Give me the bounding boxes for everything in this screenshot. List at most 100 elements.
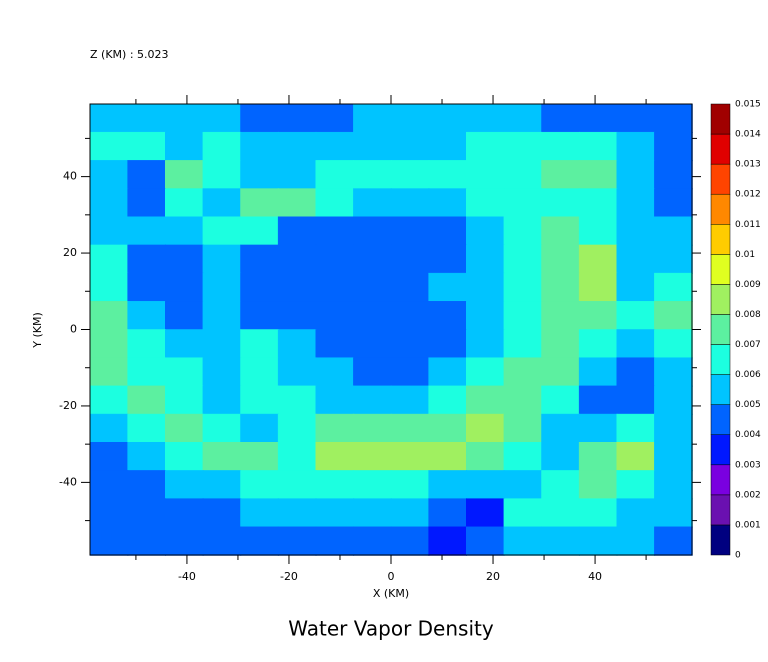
contour-cell <box>89 301 129 331</box>
colorbar-band <box>710 314 731 345</box>
contour-cell <box>127 385 166 415</box>
contour-cell <box>89 442 129 472</box>
contour-cell <box>315 272 355 303</box>
contour-cell <box>89 103 129 133</box>
colorbar-band <box>710 163 731 195</box>
contour-cell <box>89 216 129 246</box>
contour-cell <box>578 244 618 274</box>
contour-cell <box>390 188 430 218</box>
contour-cell <box>541 216 580 246</box>
contour-cell <box>428 357 467 387</box>
contour-cell <box>240 188 279 218</box>
contour-cell <box>165 413 204 443</box>
colorbar-label: 0.012 <box>735 190 761 200</box>
contour-cell <box>428 244 467 274</box>
contour-cell <box>127 329 166 359</box>
contour-cell <box>240 103 279 133</box>
contour-cell <box>165 357 204 387</box>
contour-cell <box>315 244 355 274</box>
contour-cell <box>541 498 580 528</box>
contour-cell <box>165 272 204 303</box>
contour-cell <box>315 103 355 133</box>
contour-cell <box>428 272 467 303</box>
contour-cell <box>353 160 392 190</box>
chart-subtitle: Z (KM) : 5.023 <box>90 48 169 61</box>
contour-cell <box>315 357 355 387</box>
contour-cell <box>654 357 693 387</box>
contour-cell <box>466 526 505 556</box>
contour-cell <box>353 413 392 443</box>
contour-cell <box>654 385 693 415</box>
contour-cell <box>240 357 279 387</box>
contour-cell <box>277 216 317 246</box>
contour-cell <box>654 103 693 133</box>
contour-cell <box>353 244 392 274</box>
contour-cell <box>578 357 618 387</box>
contour-cell <box>390 272 430 303</box>
contour-cell <box>202 301 242 331</box>
contour-cell <box>353 188 392 218</box>
colorbar-label: 0.004 <box>735 430 761 440</box>
contour-cell <box>202 498 242 528</box>
contour-cell <box>277 498 317 528</box>
contour-cell <box>353 526 392 556</box>
contour-cell <box>466 385 505 415</box>
contour-cell <box>202 526 242 556</box>
colorbar-band <box>710 224 731 255</box>
contour-cell <box>541 442 580 472</box>
contour-cell <box>89 272 129 303</box>
contour-field <box>89 103 693 556</box>
contour-cell <box>315 385 355 415</box>
contour-cell <box>466 244 505 274</box>
contour-cell <box>202 103 242 133</box>
contour-cell <box>578 413 618 443</box>
contour-cell <box>390 413 430 443</box>
contour-cell <box>503 329 543 359</box>
contour-cell <box>578 160 618 190</box>
contour-cell <box>277 357 317 387</box>
colorbar-band <box>710 434 731 466</box>
contour-cell <box>616 498 656 528</box>
contour-cell <box>578 131 618 162</box>
contour-cell <box>390 244 430 274</box>
contour-cell <box>353 329 392 359</box>
contour-cell <box>428 498 467 528</box>
contour-cell <box>240 470 279 500</box>
contour-cell <box>541 272 580 303</box>
contour-cell <box>428 301 467 331</box>
contour-cell <box>315 188 355 218</box>
colorbar-label: 0.009 <box>735 280 761 290</box>
contour-cell <box>89 385 129 415</box>
contour-cell <box>277 526 317 556</box>
contour-cell <box>202 188 242 218</box>
contour-cell <box>240 385 279 415</box>
contour-cell <box>466 498 505 528</box>
contour-cell <box>616 470 656 500</box>
contour-cell <box>127 413 166 443</box>
colorbar-band <box>710 193 731 225</box>
colorbar-label: 0.008 <box>735 310 761 320</box>
contour-cell <box>390 131 430 162</box>
contour-cell <box>616 216 656 246</box>
contour-cell <box>353 272 392 303</box>
contour-cell <box>240 160 279 190</box>
colorbar-label: 0.011 <box>735 220 761 230</box>
contour-cell <box>616 301 656 331</box>
contour-cell <box>165 470 204 500</box>
contour-cell <box>503 413 543 443</box>
colorbar-band <box>710 404 731 435</box>
contour-cell <box>127 526 166 556</box>
contour-cell <box>428 470 467 500</box>
colorbar-band <box>710 254 731 285</box>
contour-cell <box>165 188 204 218</box>
contour-cell <box>89 357 129 387</box>
contour-cell <box>578 103 618 133</box>
contour-cell <box>277 301 317 331</box>
contour-cell <box>466 442 505 472</box>
contour-cell <box>127 442 166 472</box>
contour-cell <box>541 526 580 556</box>
contour-cell <box>616 357 656 387</box>
colorbar-label: 0.002 <box>735 490 761 500</box>
contour-cell <box>578 329 618 359</box>
contour-cell <box>240 526 279 556</box>
